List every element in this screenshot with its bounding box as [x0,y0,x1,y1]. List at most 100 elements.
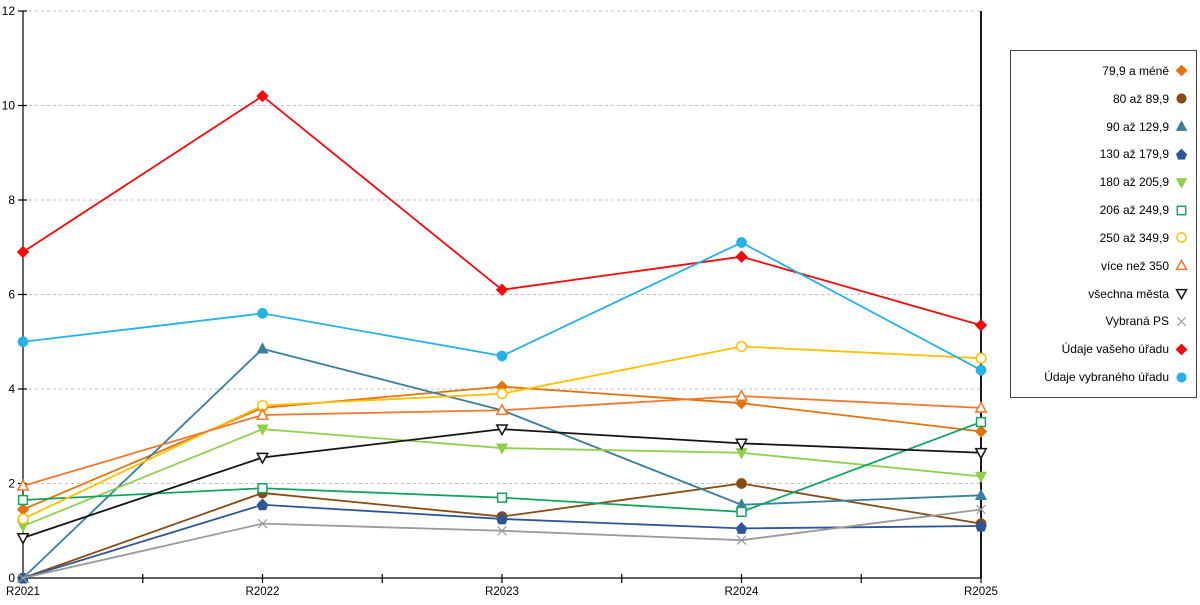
series-marker-triangle-up [495,403,509,416]
series-marker-triangle-down [1175,177,1188,189]
circle-marker-icon [1176,371,1187,383]
series-marker-square [17,494,29,506]
series-marker-circle [975,364,987,376]
series-marker-circle [17,336,29,348]
series-marker-pentagon [735,522,748,534]
legend-label: 250 až 349,9 [1099,230,1169,245]
series-marker-diamond [735,250,748,263]
series-marker-x [736,535,747,546]
series-marker-triangle-down [16,532,30,545]
series-marker-diamond [16,245,30,259]
series-marker-diamond [1175,343,1188,356]
series-marker-circle [257,308,268,319]
series-marker-triangle-down [256,424,269,436]
circle-marker-icon [1176,232,1187,244]
legend-item: 90 až 129,9 [1011,119,1196,134]
legend-item: 180 až 205,9 [1011,175,1196,190]
series-marker-x [18,573,28,583]
y-tick-label: 0 [8,571,15,585]
series-marker-triangle-up [16,478,30,491]
series-marker-x [1176,316,1187,326]
line-chart: 0 2 4 6 8 10 12 R2021 R2022 R2023 R2024 R2025 [2,4,998,598]
y-tick-label: 8 [8,193,15,207]
series-marker-diamond [495,283,509,296]
series-marker-triangle-up [256,407,269,420]
series-marker-diamond [974,425,988,438]
series-marker-circle [1176,93,1187,104]
x-tick-label: R2025 [964,586,998,598]
legend-item: Údaje vašeho úřadu [1011,342,1196,357]
series-marker-square [975,416,987,428]
series-marker-circle [975,352,987,364]
series-marker-triangle-up [1175,120,1188,131]
circle-marker-icon [1176,93,1187,104]
pentagon-marker-icon [1175,148,1188,160]
series-marker-circle [496,350,508,362]
series-marker-triangle-down [256,452,269,465]
legend-item: 206 až 249,9 [1011,203,1196,218]
legend-item: více než 350 [1011,258,1196,273]
series-marker-diamond [974,319,988,332]
legend-label: 180 až 205,9 [1099,175,1169,190]
series-marker-triangle-down [495,424,509,437]
series-marker-diamond [16,503,30,516]
x-tick-label: R2022 [246,586,280,598]
y-tick-label: 10 [2,99,16,113]
legend-label: 79,9 a méně [1102,63,1169,78]
x-marker-icon [1176,316,1187,326]
triangle-up-marker-icon [1175,120,1188,131]
series-marker-circle [1176,232,1187,244]
series-marker-square [257,483,268,494]
x-tick-label: R2021 [6,586,40,598]
series-marker-diamond [1175,64,1188,77]
series-marker-circle [1176,371,1187,383]
legend-item: Údaje vybraného úřadu [1011,370,1196,385]
series-marker-pentagon [975,519,987,532]
series-marker-triangle-up [1175,258,1188,271]
series-marker-circle [735,340,748,353]
series-marker-triangle-down [495,443,509,455]
series-marker-triangle-up [974,400,988,413]
series-marker-pentagon [496,512,508,525]
series-marker-triangle-up [735,389,748,401]
y-tick-label: 2 [8,477,15,491]
triangle-down-marker-icon [1175,177,1188,189]
series-marker-triangle-down [1175,288,1188,301]
series-marker-triangle-up [256,342,269,354]
triangle-up-marker-icon [1175,258,1188,271]
chart-legend: 79,9 a méně 80 až 89,9 90 až 129,9 130 až 1… [1010,50,1197,398]
series-marker-circle [736,478,747,489]
legend-label: 130 až 179,9 [1099,147,1169,162]
diamond-marker-icon [1175,64,1188,77]
series-marker-circle [736,237,747,248]
triangle-down-marker-icon [1175,288,1188,301]
plot-area: 0 2 4 6 8 10 12 R2021 R2022 R2023 R2024 R2025 [2,4,998,598]
legend-label: všechna města [1088,286,1169,301]
series-marker-pentagon [256,498,269,511]
diamond-marker-icon [1175,343,1188,356]
series-marker-triangle-down [974,447,988,460]
legend-label: Vybraná PS [1105,314,1169,329]
legend-item: 250 až 349,9 [1011,230,1196,245]
series-marker-square [496,492,508,503]
series-marker-square [736,506,747,518]
series-marker-circle [17,513,29,525]
series-marker-square [1176,205,1187,215]
legend-label: Údaje vybraného úřadu [1044,370,1169,385]
legend-item: Vybraná PS [1011,314,1196,329]
series-marker-x [976,504,986,515]
legend-label: 206 až 249,9 [1099,203,1169,218]
series-marker-x [497,525,507,536]
legend-item: 130 až 179,9 [1011,147,1196,162]
series-marker-pentagon [1175,148,1188,160]
y-tick-label: 4 [8,382,15,396]
square-marker-icon [1176,205,1187,215]
legend-label: 90 až 129,9 [1106,119,1169,134]
y-tick-label: 12 [2,4,16,18]
y-tick-label: 6 [8,288,15,302]
legend-item: 79,9 a méně [1011,63,1196,78]
series-marker-triangle-down [735,438,748,451]
series-marker-x [257,518,268,529]
legend-label: více než 350 [1100,258,1169,273]
x-tick-label: R2023 [485,586,519,598]
